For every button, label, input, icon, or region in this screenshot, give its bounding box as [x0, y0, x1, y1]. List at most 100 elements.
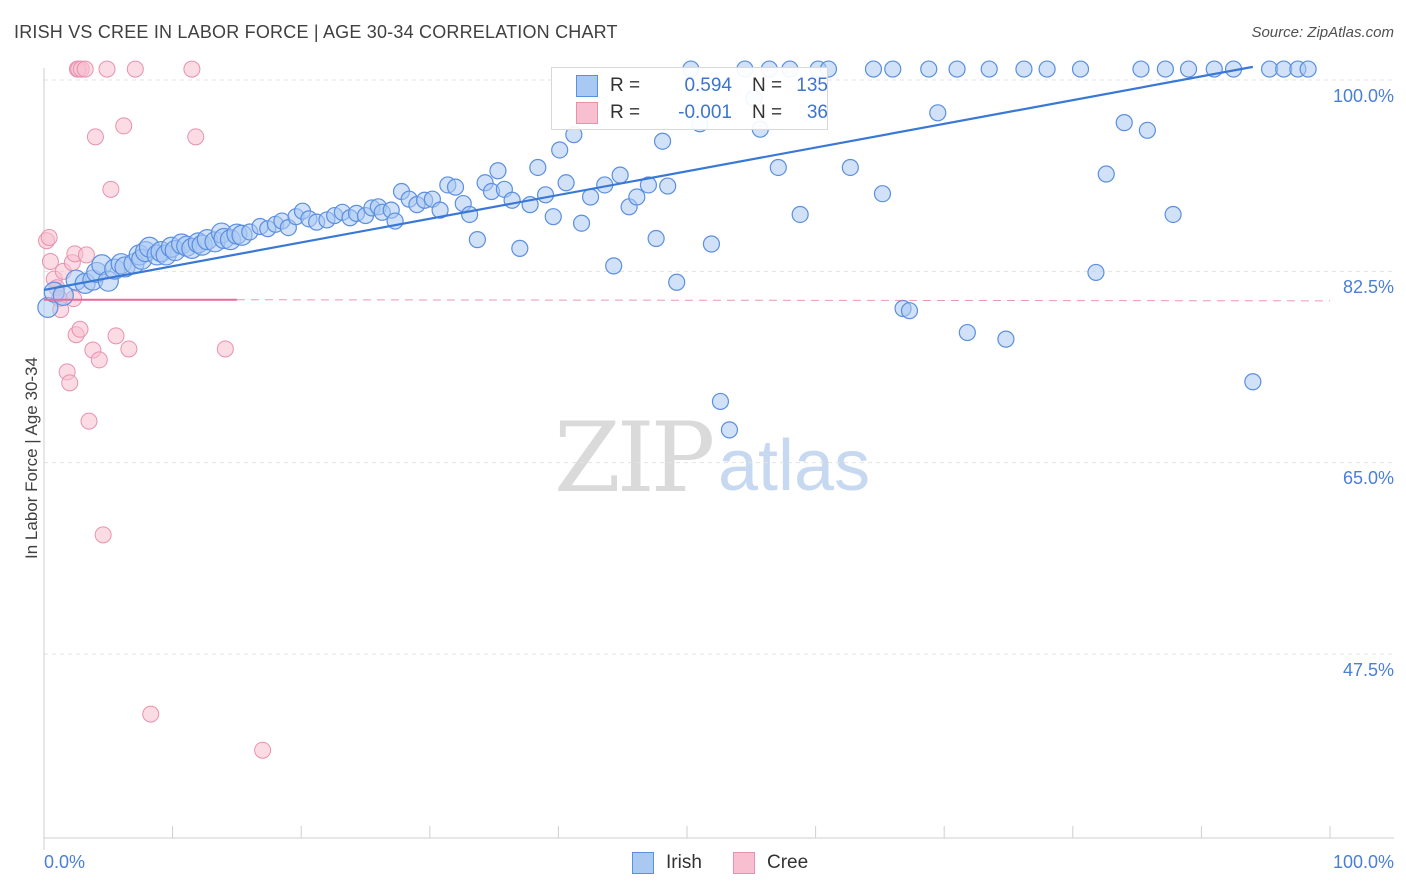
irish-point — [659, 177, 677, 195]
irish-point — [461, 205, 479, 224]
irish-point — [1244, 373, 1262, 391]
legend-label-irish: Irish — [666, 852, 702, 873]
legend-row-irish: R = 0.594 N = 135 — [576, 74, 828, 98]
irish-point — [1138, 121, 1156, 139]
legend-row-cree: R = -0.001 N = 36 — [576, 101, 828, 125]
irish-point — [1097, 165, 1115, 183]
cree-point — [80, 412, 98, 430]
cree-n-label: N = — [752, 102, 783, 123]
irish-point — [653, 132, 672, 150]
irish-point — [711, 392, 730, 411]
y-tick-label-47-5: 47.5% — [1342, 660, 1394, 680]
cree-point — [71, 320, 89, 338]
irish-point — [791, 205, 809, 224]
irish-point — [769, 158, 787, 177]
cree-legend-swatch-icon — [733, 852, 755, 874]
cree-point — [254, 741, 272, 759]
cree-point — [76, 60, 94, 78]
legend-label-cree: Cree — [767, 852, 809, 873]
watermark-atlas: atlas — [718, 426, 871, 506]
irish-point — [958, 323, 976, 342]
irish-point — [900, 302, 919, 320]
irish-point — [864, 60, 883, 78]
stats-legend: R = 0.594 N = 135 R = -0.001 N = 36 — [551, 67, 828, 130]
irish-n-value: 135 — [796, 75, 828, 96]
irish-point — [544, 208, 562, 226]
irish-point — [702, 235, 721, 253]
cree-point — [94, 526, 112, 544]
axes — [43, 68, 1394, 850]
irish-swatch-icon — [576, 75, 598, 97]
cree-r-label: R = — [610, 102, 641, 123]
legend-item-irish: Irish — [632, 852, 702, 874]
trendlines — [43, 65, 1331, 302]
irish-point — [841, 158, 859, 177]
y-tick-label-65: 65.0% — [1342, 468, 1394, 488]
y-tick-label-82-5: 82.5% — [1342, 277, 1394, 297]
irish-point — [446, 178, 465, 196]
cree-points — [38, 60, 272, 759]
irish-point — [468, 231, 486, 249]
irish-point — [489, 162, 507, 180]
chart-title: IRISH VS CREE IN LABOR FORCE | AGE 30-34… — [14, 22, 618, 42]
irish-point — [511, 239, 529, 257]
irish-point — [668, 273, 686, 291]
cree-point — [183, 60, 201, 78]
cree-point — [142, 705, 160, 723]
irish-point — [551, 141, 569, 159]
cree-n-value: 36 — [806, 102, 828, 123]
irish-point — [1299, 60, 1317, 78]
y-tick-label-100: 100.0% — [1332, 86, 1394, 106]
irish-point — [639, 176, 658, 194]
irish-point — [929, 104, 947, 122]
irish-point — [611, 166, 629, 184]
irish-point — [884, 60, 902, 78]
cree-point — [90, 351, 108, 369]
irish-point — [431, 201, 449, 219]
irish-point — [572, 214, 591, 232]
cree-trendline-dashed — [236, 299, 1331, 302]
irish-point — [1071, 60, 1090, 78]
irish-point — [948, 60, 966, 78]
x-tick-label-0: 0.0% — [44, 852, 86, 872]
y-axis-label: In Labor Force | Age 30-34 — [22, 357, 41, 559]
irish-point — [503, 191, 521, 209]
irish-point — [1015, 60, 1033, 78]
cree-swatch-icon — [576, 102, 598, 124]
irish-point — [1038, 60, 1056, 78]
irish-trendline — [43, 65, 1254, 292]
irish-point — [997, 330, 1015, 348]
cree-point — [98, 60, 116, 78]
cree-point — [86, 128, 104, 146]
irish-point — [1087, 263, 1105, 282]
irish-point — [1164, 205, 1182, 224]
cree-point — [61, 374, 79, 392]
cree-point — [40, 228, 58, 246]
irish-point — [873, 185, 892, 203]
irish-point — [605, 257, 623, 275]
legend-item-cree: Cree — [733, 852, 808, 874]
irish-point — [647, 229, 665, 248]
cree-point — [115, 117, 133, 135]
irish-n-label: N = — [752, 75, 783, 96]
irish-point — [1179, 60, 1198, 78]
x-tick-label-100: 100.0% — [1332, 852, 1394, 872]
cree-point — [102, 180, 120, 198]
watermark-zip: ZIP — [554, 402, 715, 514]
irish-point — [1115, 114, 1133, 132]
cree-point — [107, 327, 125, 345]
chart-source: Source: ZipAtlas.com — [1251, 24, 1394, 41]
irish-point — [1132, 60, 1150, 78]
irish-point — [628, 188, 646, 206]
irish-point — [1156, 60, 1174, 78]
cree-point — [126, 60, 144, 78]
cree-point — [216, 340, 234, 358]
irish-point — [980, 60, 998, 78]
irish-point — [720, 421, 739, 439]
irish-point — [581, 188, 600, 206]
irish-point — [536, 186, 555, 204]
irish-point — [557, 174, 575, 192]
cree-point — [187, 128, 205, 146]
cree-point — [77, 246, 95, 264]
